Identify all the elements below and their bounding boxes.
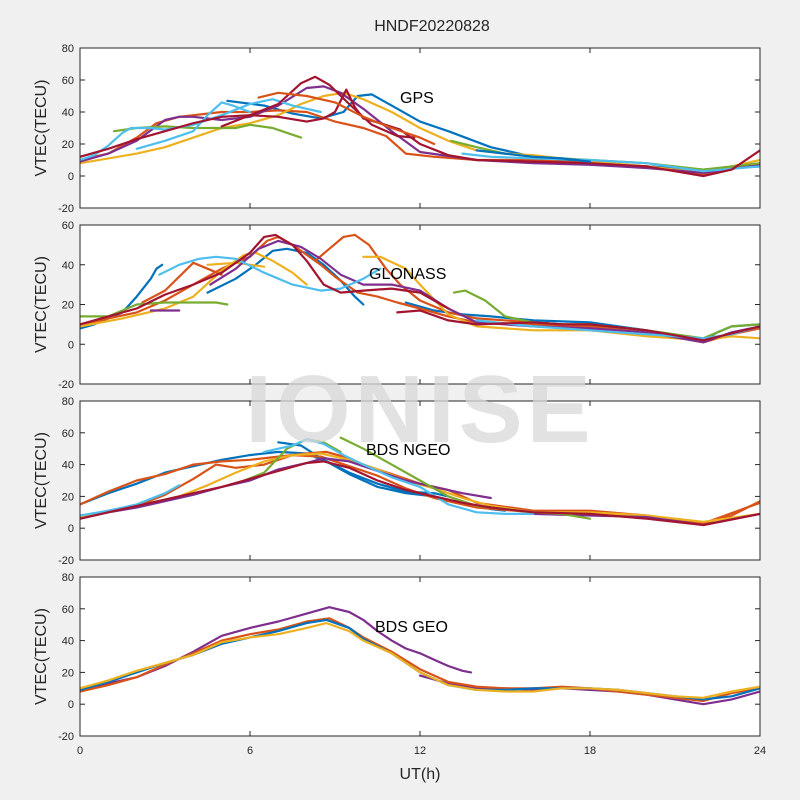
y-tick-label: -20 bbox=[58, 731, 74, 743]
series-line-10 bbox=[220, 75, 416, 139]
y-tick-label: 20 bbox=[62, 667, 74, 679]
plot-area bbox=[80, 225, 760, 384]
x-tick-label: 12 bbox=[414, 745, 426, 757]
y-axis-label: VTEC(TECU) bbox=[33, 608, 50, 705]
y-tick-label: 40 bbox=[62, 107, 74, 119]
plot-area bbox=[80, 577, 760, 736]
y-tick-label: 0 bbox=[68, 171, 74, 183]
series-line-5 bbox=[141, 261, 223, 304]
series-line-8 bbox=[461, 152, 760, 173]
x-tick-label: 18 bbox=[584, 745, 596, 757]
x-tick-label: 6 bbox=[247, 745, 253, 757]
panel-label: BDS NGEO bbox=[366, 442, 450, 459]
y-tick-label: 0 bbox=[68, 339, 74, 351]
y-tick-label: 80 bbox=[62, 396, 74, 408]
y-tick-label: 60 bbox=[62, 428, 74, 440]
figure-title: HNDF20220828 bbox=[374, 18, 490, 35]
y-tick-label: 60 bbox=[62, 220, 74, 232]
panel-label: BDS GEO bbox=[375, 619, 448, 636]
series-line-11 bbox=[257, 91, 436, 146]
y-tick-label: 0 bbox=[68, 699, 74, 711]
y-tick-label: -20 bbox=[58, 555, 74, 567]
y-tick-label: 40 bbox=[62, 260, 74, 272]
x-tick-label: 24 bbox=[754, 745, 766, 757]
panel-bds-ngeo: -20 0 20 40 60 80 VTEC(TECU) BDS NGEO bbox=[33, 396, 761, 567]
series-line-9 bbox=[80, 88, 760, 178]
panel-label: GLONASS bbox=[369, 266, 446, 283]
y-tick-label: -20 bbox=[58, 203, 74, 215]
series-group bbox=[80, 233, 760, 344]
series-line-16 bbox=[396, 309, 760, 342]
y-tick-label: 60 bbox=[62, 75, 74, 87]
series-line-3 bbox=[80, 85, 760, 174]
y-axis-label: VTEC(TECU) bbox=[33, 432, 50, 529]
series-line-11 bbox=[80, 460, 760, 527]
series-line-9 bbox=[263, 438, 535, 515]
series-line-10 bbox=[80, 484, 181, 517]
y-axis-label: VTEC(TECU) bbox=[33, 256, 50, 353]
panel-label: GPS bbox=[400, 90, 434, 107]
series-line-2 bbox=[80, 617, 760, 703]
series-line-12 bbox=[475, 149, 592, 163]
y-axis-label: VTEC(TECU) bbox=[33, 80, 50, 177]
series-line-7 bbox=[135, 101, 252, 150]
series-line-6 bbox=[80, 98, 322, 162]
y-tick-label: -20 bbox=[58, 379, 74, 391]
y-tick-label: 80 bbox=[62, 43, 74, 55]
series-line-1 bbox=[418, 674, 760, 706]
series-line-2 bbox=[80, 450, 760, 525]
series-group bbox=[80, 75, 760, 178]
series-group bbox=[80, 436, 760, 527]
x-axis-label: UT(h) bbox=[400, 766, 441, 783]
panel-gps: -20 0 20 40 60 80 VTEC(TECU) GPS bbox=[33, 43, 761, 215]
y-tick-label: 20 bbox=[62, 139, 74, 151]
series-line-13 bbox=[158, 255, 382, 292]
watermark: IONISE bbox=[245, 356, 594, 463]
series-line-15 bbox=[80, 233, 450, 326]
y-tick-label: 20 bbox=[62, 300, 74, 312]
panel-glonass: -20 0 20 40 60 VTEC(TECU) GLONASS bbox=[33, 220, 761, 391]
y-tick-label: 40 bbox=[62, 460, 74, 472]
y-tick-label: 0 bbox=[68, 523, 74, 535]
y-tick-label: 20 bbox=[62, 491, 74, 503]
y-tick-label: 40 bbox=[62, 636, 74, 648]
series-line-4 bbox=[80, 622, 760, 699]
y-tick-label: 80 bbox=[62, 572, 74, 584]
x-tick-label: 0 bbox=[77, 745, 83, 757]
series-group bbox=[80, 606, 760, 706]
y-tick-label: 60 bbox=[62, 604, 74, 616]
